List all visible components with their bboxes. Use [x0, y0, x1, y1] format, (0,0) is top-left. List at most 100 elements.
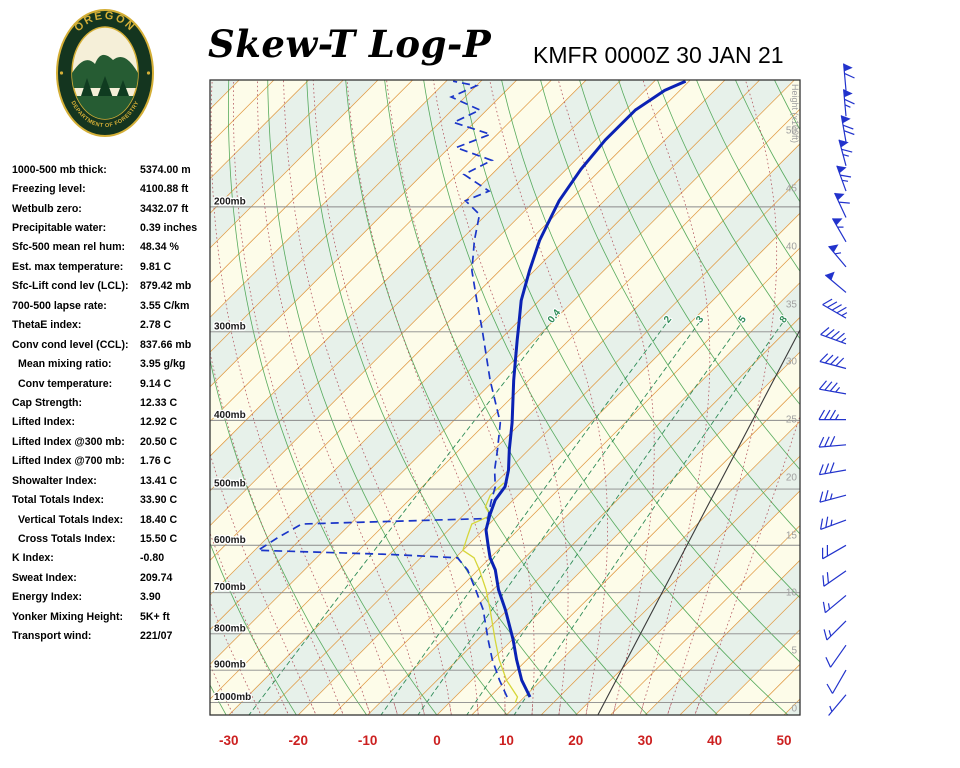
- index-label: Cross Totals Index:: [18, 533, 116, 546]
- wind-barb-pennant: [839, 139, 849, 148]
- wind-barb: [822, 298, 848, 319]
- index-label: Lifted Index @700 mb:: [12, 455, 125, 468]
- wind-barb: [822, 594, 847, 614]
- plot-area: 0.4 2 3 5 8200mb300mb400mb500mb600mb700mb800…: [210, 80, 800, 715]
- index-label: ThetaE index:: [12, 319, 82, 332]
- logo-tree-icon: [81, 78, 93, 96]
- index-row: Sweat Index: 209.74: [12, 568, 212, 587]
- index-value: -0.80: [140, 552, 165, 565]
- index-row: Showalter Index: 13.41 C: [12, 471, 212, 490]
- height-tick-label: 10: [786, 588, 798, 599]
- wind-barb-pennant: [825, 271, 835, 281]
- wind-barb: [826, 669, 847, 694]
- index-value: 2.78 C: [140, 319, 172, 332]
- wind-barbs: [818, 63, 855, 716]
- index-row: Conv cond level (CCL): 837.66 mb: [12, 335, 212, 354]
- index-label: Cap Strength:: [12, 396, 83, 409]
- index-value: 13.41 C: [140, 474, 178, 487]
- height-tick-label: 45: [786, 184, 798, 195]
- index-row: Yonker Mixing Height: 5K+ ft: [12, 607, 212, 626]
- index-row: Freezing level: 4100.88 ft: [12, 179, 212, 198]
- wind-barb: [828, 694, 847, 716]
- wind-barb: [822, 544, 847, 560]
- index-row: Total Totals Index: 33.90 C: [12, 490, 212, 509]
- pressure-label: 500mb: [214, 479, 246, 490]
- temperature-profile: [484, 80, 687, 698]
- wind-barb: [818, 409, 846, 421]
- wind-barb-pennant: [843, 89, 853, 98]
- height-tick-label: 0: [791, 704, 797, 715]
- index-value: 12.33 C: [140, 396, 178, 409]
- pressure-label: 400mb: [214, 410, 246, 421]
- index-row: Wetbulb zero: 3432.07 ft: [12, 199, 212, 218]
- wind-barb: [820, 516, 847, 530]
- temp-axis-label: 20: [568, 733, 583, 748]
- wind-barb: [831, 218, 847, 243]
- wind-barb: [840, 115, 855, 143]
- index-value: 4100.88 ft: [140, 183, 189, 196]
- temp-axis-label: 10: [499, 733, 514, 748]
- index-label: Sfc-Lift cond lev (LCL):: [12, 280, 129, 293]
- index-label: Est. max temperature:: [12, 260, 124, 273]
- index-value: 5K+ ft: [140, 610, 170, 623]
- index-row: Lifted Index: 12.92 C: [12, 413, 212, 432]
- pressure-labels: 200mb 300mb 400mb 500mb 600mb 700mb 800mb 900mb…: [213, 195, 253, 704]
- index-label: 700-500 lapse rate:: [12, 299, 107, 312]
- wind-barb: [818, 435, 847, 448]
- index-value: 879.42 mb: [140, 280, 192, 293]
- wind-barb-pennant: [828, 244, 839, 253]
- index-row: Sfc-500 mean rel hum: 48.34 %: [12, 238, 212, 257]
- logo-dot: [146, 71, 151, 75]
- index-row: K Index: -0.80: [12, 549, 212, 568]
- wind-barb-pennant: [841, 115, 851, 124]
- wind-barb: [818, 380, 847, 395]
- temp-axis-label: 30: [638, 733, 653, 748]
- index-label: K Index:: [12, 552, 54, 565]
- index-label: Sfc-500 mean rel hum:: [12, 241, 126, 254]
- index-value: 9.81 C: [140, 260, 172, 273]
- page-title: Skew-T Log-P: [208, 22, 492, 66]
- wind-barb: [819, 490, 847, 503]
- index-value: 3.55 C/km: [140, 299, 190, 312]
- moist-adiabats: [210, 80, 800, 715]
- index-value: 15.50 C: [140, 533, 178, 546]
- reference-line: [597, 329, 800, 715]
- temp-axis-label: 50: [776, 733, 791, 748]
- index-value: 9.14 C: [140, 377, 172, 390]
- index-label: Lifted Index @300 mb:: [12, 435, 125, 448]
- index-row: Transport wind: 221/07: [12, 627, 212, 646]
- pressure-label: 300mb: [214, 321, 246, 332]
- index-row: Lifted Index @300 mb: 20.50 C: [12, 432, 212, 451]
- height-tick-label: 30: [786, 357, 798, 368]
- temp-axis-labels: -30 -20 -10 0 10 20 30 40 50: [219, 733, 791, 748]
- index-value: 33.90 C: [140, 494, 178, 507]
- index-value: 837.66 mb: [140, 338, 192, 351]
- index-label: Conv temperature:: [18, 377, 113, 390]
- wind-barb: [825, 644, 847, 668]
- index-value: 0.39 inches: [140, 222, 198, 235]
- indices-panel: 1000-500 mb thick: 5374.00 m Freezing leve…: [12, 160, 212, 646]
- index-value: 3.95 g/kg: [140, 358, 186, 371]
- index-label: Wetbulb zero:: [12, 202, 82, 215]
- pressure-gridlines: [210, 206, 800, 704]
- wind-barb-pennant: [832, 218, 843, 226]
- height-tick-label: 15: [786, 531, 798, 542]
- height-axis-label: Height (x100ft): [790, 84, 800, 143]
- wind-barb: [818, 462, 847, 476]
- index-value: 48.34 %: [140, 241, 179, 254]
- odf-logo-svg: OREGON DEPARTMENT OF FORESTRY: [56, 9, 154, 137]
- pressure-label: 200mb: [214, 196, 246, 207]
- wind-barb: [828, 245, 847, 268]
- wind-barb: [819, 353, 847, 370]
- index-label: Precipitable water:: [12, 222, 107, 235]
- index-row: Conv temperature: 9.14 C: [12, 374, 212, 393]
- temp-axis-label: 40: [707, 733, 722, 748]
- temp-axis-label: -30: [219, 733, 239, 748]
- index-label: Lifted Index:: [12, 416, 75, 429]
- index-label: Freezing level:: [12, 183, 86, 196]
- height-tick-label: 35: [786, 300, 798, 311]
- index-label: Showalter Index:: [12, 474, 97, 487]
- pressure-label: 900mb: [214, 660, 246, 671]
